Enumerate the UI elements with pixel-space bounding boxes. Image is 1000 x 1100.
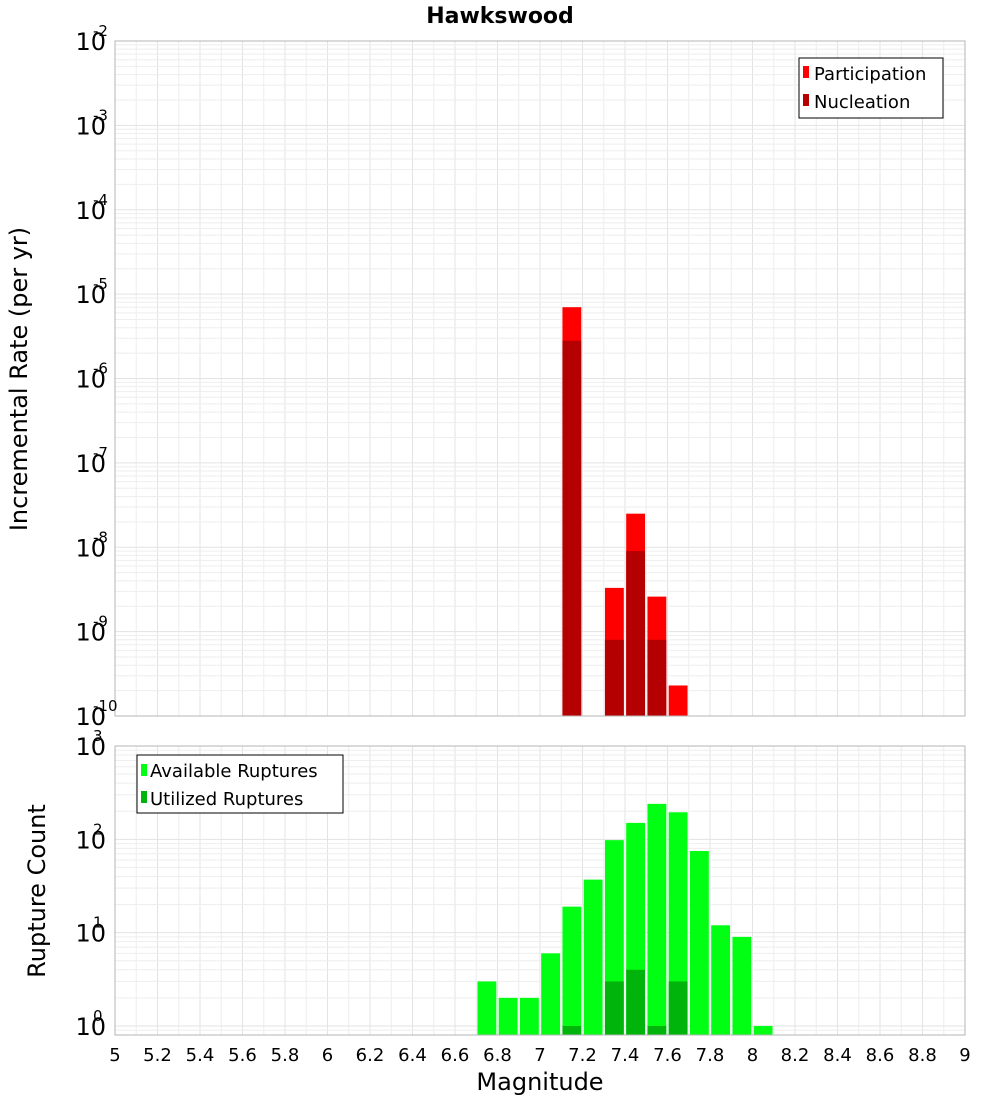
x-tick-label: 5.4 [186,1045,215,1066]
x-tick-label: 6.2 [356,1045,385,1066]
count-y-tick-exponent: 0 [93,1007,103,1025]
rate-y-tick-base: 10 [75,703,106,731]
count-bar-utilized-ruptures [626,969,646,1035]
count-y-tick-base: 10 [75,1013,106,1041]
available-ruptures-legend-swatch [141,764,147,776]
count-bar-available-ruptures [477,981,497,1035]
x-tick-label: 5.6 [228,1045,257,1066]
rate-y-tick-exponent: -6 [93,360,108,378]
count-y-axis-label: Rupture Count [23,804,51,978]
count-y-tick-base: 10 [75,826,106,854]
x-tick-label: 8.4 [823,1045,852,1066]
x-tick-label: 7.4 [611,1045,640,1066]
count-bar-available-ruptures [668,812,688,1035]
x-tick-label: 9 [959,1045,970,1066]
rate-y-tick-base: 10 [75,112,106,140]
rate-plot-frame [114,40,966,717]
utilized-ruptures-legend-label: Utilized Ruptures [150,789,303,810]
count-bar-available-ruptures [711,925,731,1035]
x-tick-label: 6.4 [398,1045,427,1066]
rate-y-tick-base: 10 [75,281,106,309]
rate-bar-nucleation [604,639,624,716]
count-bar-utilized-ruptures [668,981,688,1035]
rate-y-tick-exponent: -9 [93,613,108,631]
rate-y-tick-base: 10 [75,28,106,56]
count-bar-available-ruptures [498,997,518,1035]
available-ruptures-legend-label: Available Ruptures [150,761,318,782]
rate-y-tick-base: 10 [75,366,106,394]
participation-legend-label: Participation [814,64,926,85]
count-bar-utilized-ruptures [562,1025,582,1035]
rate-y-tick-base: 10 [75,534,106,562]
x-tick-label: 5.2 [143,1045,172,1066]
count-bar-available-ruptures [519,997,539,1035]
count-y-tick-exponent: 3 [93,727,103,745]
nucleation-legend-swatch [803,94,809,106]
x-tick-label: 8.6 [866,1045,895,1066]
x-axis-label: Magnitude [476,1068,603,1096]
count-legend-box [136,754,344,814]
count-plot-frame [114,745,966,1036]
x-tick-label: 5.8 [271,1045,300,1066]
count-y-tick-exponent: 1 [93,914,103,932]
rate-y-tick-base: 10 [75,197,106,225]
x-tick-label: 7 [534,1045,545,1066]
chart-title: Hawkswood [426,4,574,29]
rate-y-tick-exponent: -10 [93,697,118,715]
x-tick-label: 8.2 [781,1045,810,1066]
rate-y-tick-exponent: -2 [93,22,108,40]
count-bar-available-ruptures [753,1025,773,1035]
count-bar-available-ruptures [562,906,582,1035]
rate-legend: Participation Nucleation [798,57,944,119]
x-tick-label: 7.6 [653,1045,682,1066]
rate-y-tick-base: 10 [75,450,106,478]
count-bar-available-ruptures [689,850,709,1035]
x-tick-label: 6 [322,1045,333,1066]
count-y-tick-base: 10 [75,920,106,948]
rate-y-tick-exponent: -3 [93,106,108,124]
count-bars [477,803,773,1035]
nucleation-legend-label: Nucleation [814,92,910,113]
utilized-ruptures-legend-swatch [141,791,147,803]
participation-legend-swatch [803,66,809,78]
rate-y-tick-exponent: -4 [93,191,108,209]
rate-bar-nucleation [562,340,582,716]
magnitude-x-ticks: 5 5.2 5.4 5.6 5.8 6 6.2 6.4 6.6 6.8 7 7.2 7.4 7.6 7.8 8… [109,1045,970,1066]
x-tick-label: 6.8 [483,1045,512,1066]
count-bar-utilized-ruptures [604,981,624,1035]
rate-y-ticks: 10-210-310-410-510-610-710-810-910-10 [75,22,117,731]
x-tick-label: 6.6 [441,1045,470,1066]
rate-y-tick-base: 10 [75,619,106,647]
rate-grid [114,40,966,717]
x-tick-label: 7.2 [568,1045,597,1066]
count-bar-available-ruptures [541,953,561,1035]
rate-y-tick-exponent: -7 [93,444,108,462]
rate-y-tick-exponent: -5 [93,275,108,293]
x-tick-label: 7.8 [696,1045,725,1066]
count-bar-utilized-ruptures [647,1025,667,1035]
rate-bar-nucleation [647,639,667,716]
x-tick-label: 5 [109,1045,120,1066]
count-bar-available-ruptures [583,879,603,1035]
rate-bar-participation [668,685,688,716]
rate-y-tick-exponent: -8 [93,528,108,546]
rate-legend-box [798,57,944,119]
count-bar-available-ruptures [647,803,667,1035]
rate-bars [562,307,688,716]
count-y-tick-exponent: 2 [93,820,103,838]
count-y-tick-base: 10 [75,733,106,761]
rate-panel: 10-210-310-410-510-610-710-810-910-10 In… [5,22,966,731]
x-tick-label: 8.8 [908,1045,937,1066]
x-tick-label: 8 [747,1045,758,1066]
rate-bar-nucleation [626,551,646,716]
count-legend: Available Ruptures Utilized Ruptures [136,754,344,814]
count-bar-available-ruptures [732,936,752,1035]
rate-y-axis-label: Incremental Rate (per yr) [5,227,33,531]
